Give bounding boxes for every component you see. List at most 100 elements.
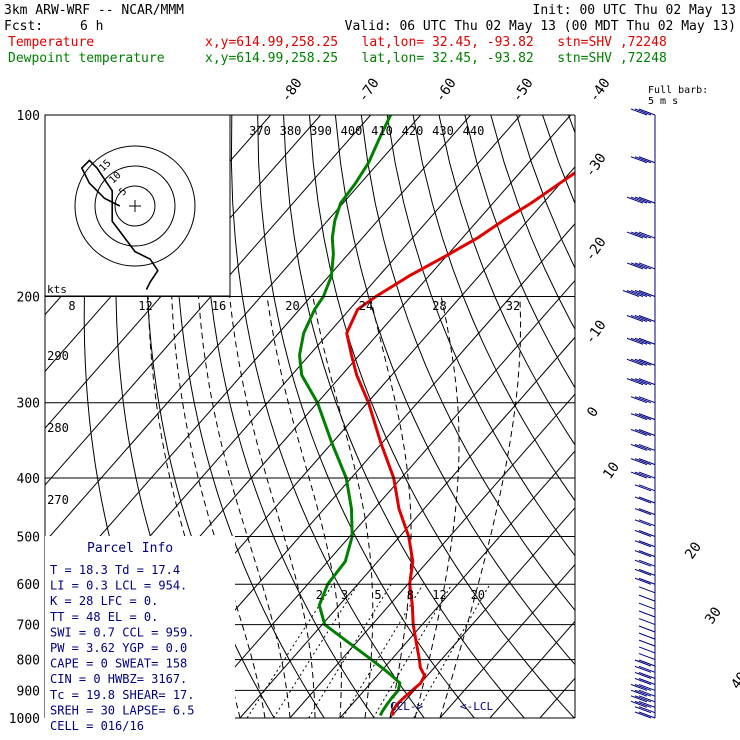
theta-label: 430 [432, 124, 454, 138]
theta-label: 380 [280, 124, 302, 138]
wind-barb [638, 471, 656, 479]
wind-barb [630, 429, 648, 436]
wind-barb [630, 358, 648, 366]
wind-barb [626, 315, 644, 322]
wind-barb [638, 683, 656, 691]
dry-adiabat-line [283, 115, 525, 718]
wind-barb [634, 550, 652, 558]
wind-barb [626, 196, 644, 204]
wind-barb [638, 378, 656, 386]
dry-adiabat-line [309, 115, 575, 718]
hodograph-axis-label: 20 [285, 299, 299, 313]
hodograph-unit-label: kts [47, 283, 67, 296]
wind-barb [634, 508, 652, 516]
isotherm-label: 0 [584, 404, 602, 420]
isotherm-label: 30 [702, 604, 725, 627]
isotherm-line [389, 507, 575, 718]
wind-barb [634, 484, 652, 492]
lcl-label: <-LCL [460, 700, 493, 713]
isotherm-line [189, 279, 575, 718]
hodograph-ring [94, 165, 176, 247]
pressure-tick-label: 600 [17, 578, 40, 593]
wind-barb [626, 262, 644, 270]
parcel-info-row: K = 28 LFC = 0. [50, 594, 158, 608]
dry-adiabat-line [594, 115, 740, 718]
wind-barb [626, 378, 644, 386]
wind-barb [626, 231, 644, 239]
wind-barb [638, 594, 656, 602]
wind-barb [638, 429, 656, 436]
wind-barb [638, 458, 656, 466]
dry-adiabat-line [646, 115, 740, 718]
wind-barb [634, 519, 652, 527]
wind-barb [634, 683, 652, 691]
wind-barb [638, 358, 656, 366]
wind-barb [638, 315, 656, 322]
wind-barb [634, 396, 652, 404]
dewpoint-legend-label: Dewpoint temperature [8, 51, 165, 66]
hodograph-axis-label: 28 [432, 299, 446, 313]
wind-barb [638, 577, 656, 585]
dry-adiabat-line [257, 115, 475, 718]
isotherm-label: -70 [355, 75, 383, 105]
isotherm-label: -20 [582, 234, 610, 264]
parcel-info-row: SWI = 0.7 CCL = 959. [50, 625, 195, 639]
wind-barb [634, 108, 652, 116]
wind-barb [634, 706, 652, 714]
mixing-ratio-label: 5 [374, 588, 381, 602]
isotherm-label: -40 [586, 75, 614, 105]
wind-barb [638, 706, 656, 714]
wind-barb [638, 396, 656, 404]
theta-label: 390 [310, 124, 332, 138]
hodograph-ring [74, 145, 196, 267]
isotherm-line [339, 450, 575, 718]
mixing-ratio-line [273, 583, 359, 718]
parcel-info-title: Parcel Info [87, 541, 173, 556]
forecast-label: Fcst: [4, 19, 44, 34]
wind-barb [638, 559, 656, 567]
parcel-info-row: TT = 48 EL = 0. [50, 610, 158, 624]
wind-barb [634, 559, 652, 567]
wind-barb [638, 508, 656, 516]
mixing-ratio-label: 20 [471, 588, 485, 602]
valid-time: Valid: 06 UTC Thu 02 May 13 (00 MDT Thu … [344, 19, 736, 34]
wind-barb [638, 665, 656, 673]
wind-barb [638, 602, 656, 610]
wind-barb [638, 484, 656, 492]
isotherm-label: 40 [728, 669, 740, 692]
wind-barb [634, 530, 652, 537]
temperature-legend-label: Temperature [8, 35, 95, 50]
hodograph-trace [80, 159, 159, 290]
wind-barb [634, 678, 652, 685]
pressure-tick-label: 100 [17, 109, 40, 124]
isotherm-label: -60 [432, 75, 460, 105]
wind-barb [630, 695, 648, 703]
parcel-info-row: CELL = 016/16 [50, 719, 144, 733]
wind-barb [638, 689, 656, 697]
ccl-label: CCL-> [390, 700, 423, 713]
wind-barb [630, 396, 648, 404]
wind-barb [638, 568, 656, 576]
parcel-info-row: CAPE = 0 SWEAT= 158 [50, 657, 187, 671]
theta-low-label: 270 [47, 493, 69, 507]
theta-label: 420 [402, 124, 424, 138]
wind-barb [634, 443, 652, 451]
hodograph-ring [114, 185, 156, 227]
wind-barb [634, 196, 652, 204]
theta-label: 440 [463, 124, 485, 138]
wind-barb [638, 231, 656, 239]
dewpoint-location-info: x,y=614.99,258.25 lat,lon= 32.45, -93.82… [205, 51, 667, 66]
hodograph-axis-label: 12 [138, 299, 152, 313]
wind-barb [630, 290, 648, 297]
pressure-tick-label: 200 [17, 291, 40, 306]
wind-barb [634, 290, 652, 297]
wind-barb [634, 665, 652, 673]
wind-barb [634, 429, 652, 436]
wind-barb [638, 530, 656, 537]
wind-legend-line1: Full barb: [648, 85, 708, 96]
wind-barb [638, 156, 656, 164]
mixing-ratio-label: 12 [432, 588, 446, 602]
hodograph-axis-label: 24 [359, 299, 373, 313]
